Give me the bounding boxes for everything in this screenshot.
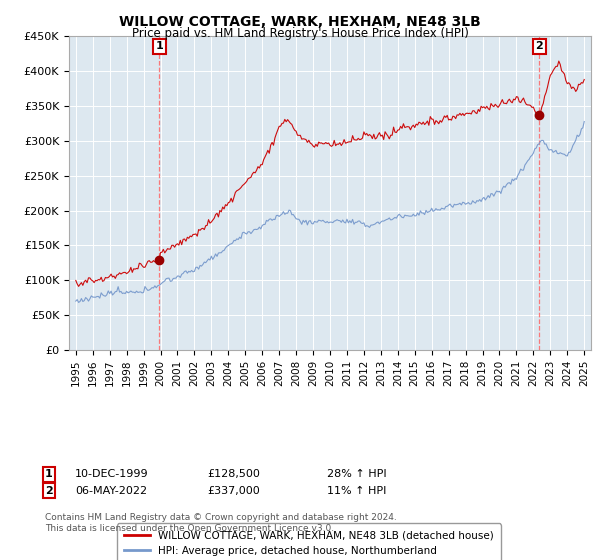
Text: £128,500: £128,500 <box>207 469 260 479</box>
Text: 11% ↑ HPI: 11% ↑ HPI <box>327 486 386 496</box>
Text: Contains HM Land Registry data © Crown copyright and database right 2024.
This d: Contains HM Land Registry data © Crown c… <box>45 514 397 533</box>
Text: 10-DEC-1999: 10-DEC-1999 <box>75 469 149 479</box>
Text: Price paid vs. HM Land Registry's House Price Index (HPI): Price paid vs. HM Land Registry's House … <box>131 27 469 40</box>
Legend: WILLOW COTTAGE, WARK, HEXHAM, NE48 3LB (detached house), HPI: Average price, det: WILLOW COTTAGE, WARK, HEXHAM, NE48 3LB (… <box>117 524 502 560</box>
Text: 2: 2 <box>535 41 543 52</box>
Text: 06-MAY-2022: 06-MAY-2022 <box>75 486 147 496</box>
Text: 1: 1 <box>155 41 163 52</box>
Text: 1: 1 <box>45 469 53 479</box>
Text: 28% ↑ HPI: 28% ↑ HPI <box>327 469 386 479</box>
Text: WILLOW COTTAGE, WARK, HEXHAM, NE48 3LB: WILLOW COTTAGE, WARK, HEXHAM, NE48 3LB <box>119 15 481 29</box>
Text: £337,000: £337,000 <box>207 486 260 496</box>
Text: 2: 2 <box>45 486 53 496</box>
